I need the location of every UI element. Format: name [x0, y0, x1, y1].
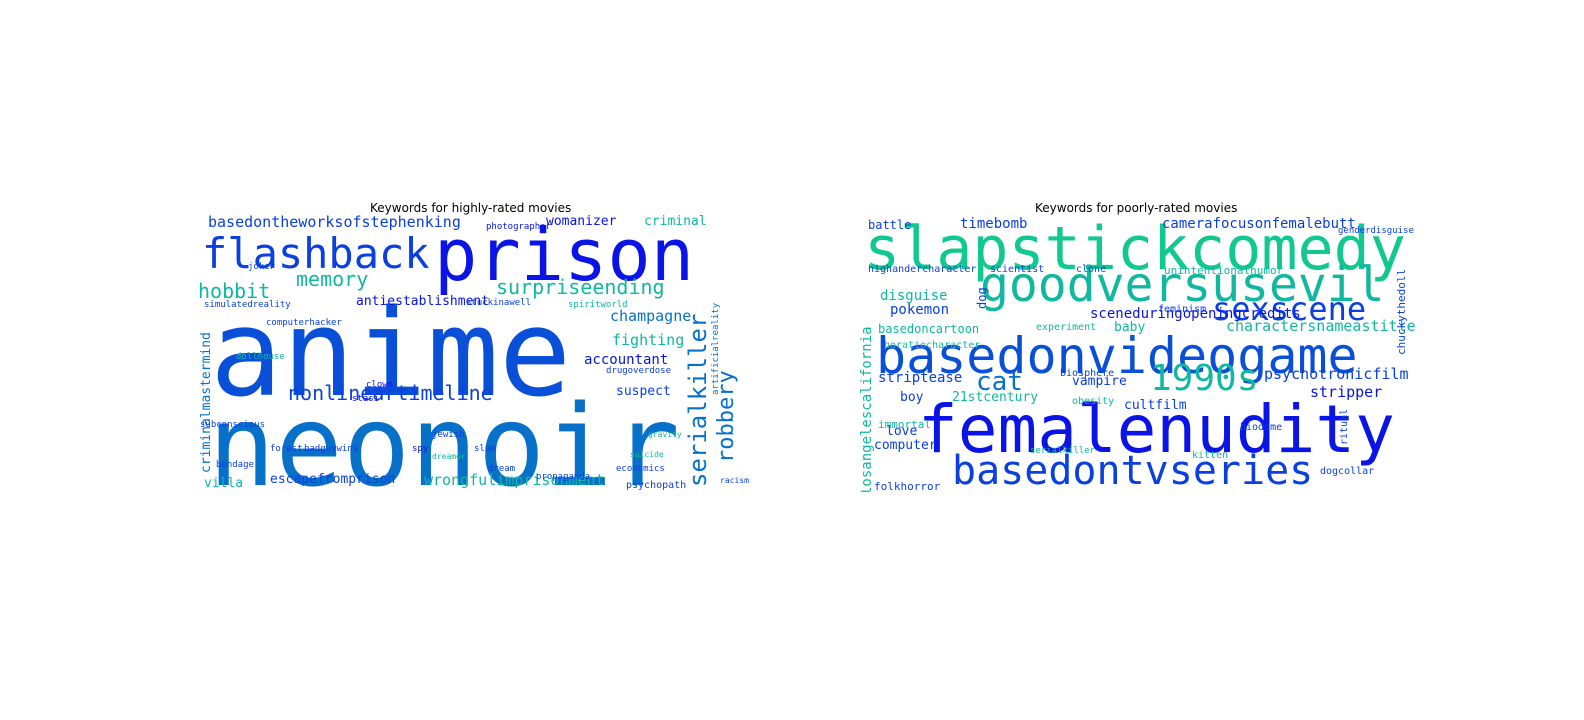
word-kitten: kitten: [1192, 450, 1229, 461]
word-scientist: scientist: [990, 264, 1045, 275]
word-basedontheworksofstephenking: basedontheworksofstephenking: [208, 215, 461, 231]
word-stripper: stripper: [1310, 383, 1383, 401]
word-psychotronicfilm: psychotronicfilm: [1264, 365, 1409, 383]
word-feminism: feminism: [1158, 304, 1207, 315]
word-experiment: experiment: [1036, 322, 1097, 333]
word-psychopath: psychopath: [626, 480, 687, 491]
word-nonlineartimeline: nonlineartimeline: [288, 381, 493, 405]
word-economics: economics: [616, 464, 665, 474]
word-joker: joker: [248, 262, 276, 272]
word-stasi: stasi: [352, 394, 380, 404]
word-1990s: 1990s: [1150, 358, 1259, 399]
word-clone: clone: [1076, 264, 1107, 275]
word-simulatedreality: simulatedreality: [204, 300, 291, 310]
word-21stcentury: 21stcentury: [952, 390, 1039, 405]
word-jewish: jewish: [432, 430, 465, 440]
word-battle: battle: [868, 218, 912, 232]
left-cloud-title: Keywords for highly-rated movies: [370, 201, 572, 215]
word-clown: clown: [366, 380, 394, 390]
word-artificialreality: artificialreality: [711, 302, 721, 395]
word-womanizer: womanizer: [546, 215, 617, 229]
word-villa: villa: [204, 476, 244, 491]
word-goodversusevil: goodversusevil: [980, 257, 1385, 313]
word-serialkiller: serialkiller: [684, 313, 712, 487]
word-slum: slum: [474, 444, 496, 454]
word-accountant: accountant: [584, 352, 669, 368]
word-losangelescalifornia: losangelescalifornia: [860, 326, 875, 493]
word-folkhorror: folkhorror: [874, 480, 941, 493]
word-chuckythedoll: chuckythedoll: [1395, 268, 1408, 355]
word-ritual: ritual: [1339, 408, 1350, 445]
left-word-cloud: anime neonoir prison flashback nonlineartime…: [196, 215, 752, 493]
word-dollhouse: dollhouse: [236, 352, 285, 362]
word-champagne: champagne: [610, 307, 692, 325]
word-biodome: biodome: [1240, 422, 1283, 433]
word-spiritworld: spiritworld: [568, 300, 628, 310]
word-love: love: [886, 424, 918, 439]
word-bondage: bondage: [216, 460, 254, 470]
word-prison: prison: [434, 215, 695, 297]
word-anime: anime: [210, 285, 572, 424]
word-wrongfulimprisonment: wrongfulimprisonment: [424, 471, 605, 489]
word-escapefromprison: escapefromprison: [270, 472, 396, 487]
word-camerafocusonfemalebutt: camerafocusonfemalebutt: [1162, 216, 1356, 232]
word-stuckinawell: stuckinawell: [466, 298, 532, 308]
word-photographer: photographer: [486, 222, 552, 232]
right-cloud-title: Keywords for poorly-rated movies: [1035, 201, 1238, 215]
word-criminal: criminal: [644, 215, 707, 229]
word-horatiocharacter: horatiocharacter: [884, 340, 981, 351]
word-genderdisguise: genderdisguise: [1338, 226, 1414, 236]
word-dreamer: dreamer: [432, 452, 466, 461]
word-criminalmastermind: criminalmastermind: [199, 332, 214, 473]
word-sceneduringopeningcredits: sceneduringopeningcredits: [1090, 306, 1301, 322]
word-slapstickcomedy: slapstickcomedy: [864, 215, 1406, 284]
word-charactersnameastitle: charactersnameastitle: [1226, 317, 1416, 335]
word-memory: memory: [296, 267, 369, 291]
word-surpriseending: surpriseending: [496, 275, 665, 299]
word-forest: forest: [270, 444, 303, 454]
word-dream: dream: [488, 464, 516, 474]
word-unintentionalhumor: unintentionalhumor: [1164, 264, 1284, 277]
word-striptease: striptease: [878, 370, 963, 386]
word-fighting: fighting: [612, 331, 685, 349]
word-badguywins: badguywins: [304, 444, 359, 454]
word-timebomb: timebomb: [960, 216, 1028, 232]
word-spy: spy: [412, 444, 429, 454]
word-cat: cat: [976, 367, 1023, 397]
word-suicide: suicide: [630, 450, 664, 459]
word-basedoncartoon: basedoncartoon: [878, 322, 980, 336]
word-dogcollar: dogcollar: [1320, 466, 1375, 477]
word-basedonvideogame: basedonvideogame: [876, 327, 1358, 385]
word-femalenudity: femalenudity: [918, 391, 1395, 468]
word-highandercharacter: highandercharacter: [868, 264, 977, 275]
word-hobbit: hobbit: [198, 279, 271, 303]
word-suspect: suspect: [616, 384, 671, 399]
word-obesity: obesity: [1072, 396, 1115, 407]
word-sexscene: sexscene: [1212, 290, 1367, 328]
word-vampire: vampire: [1072, 374, 1127, 389]
right-word-cloud: slapstickcomedy goodversusevil basedonvide…: [860, 215, 1416, 493]
word-neonoir: neonoir: [208, 382, 681, 493]
word-basedontvseries: basedontvseries: [952, 448, 1314, 493]
word-serialkiller: serialkiller: [1030, 446, 1096, 456]
word-drugoverdose: drugoverdose: [606, 366, 672, 376]
word-dog: dog: [975, 287, 989, 309]
word-biosphere: biosphere: [1060, 368, 1115, 379]
word-baby: baby: [1114, 320, 1146, 335]
word-cultfilm: cultfilm: [1124, 398, 1187, 413]
word-computer: computer: [874, 438, 937, 453]
word-racism: racism: [720, 476, 749, 485]
word-immortal: immortal: [878, 418, 931, 431]
word-boy: boy: [900, 390, 924, 405]
word-antiestablishment: antiestablishment: [356, 294, 490, 309]
word-subconscious: subconscious: [200, 420, 266, 430]
word-gravity: gravity: [648, 430, 682, 439]
word-propaganda: propaganda: [536, 472, 591, 482]
word-pokemon: pokemon: [890, 302, 950, 318]
word-computerhacker: computerhacker: [266, 318, 342, 328]
word-flashback: flashback: [202, 229, 430, 278]
word-disguise: disguise: [880, 288, 948, 304]
